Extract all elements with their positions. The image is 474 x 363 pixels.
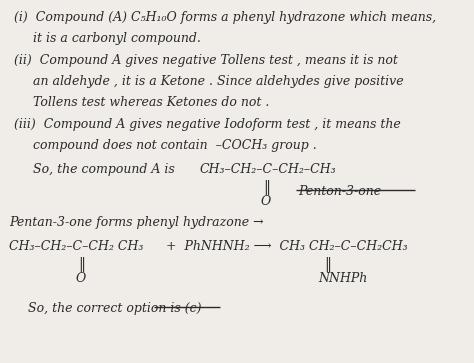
Text: Penton-3-one: Penton-3-one: [299, 185, 382, 198]
Text: CH₃–CH₂–C–CH₂–CH₃: CH₃–CH₂–C–CH₂–CH₃: [199, 163, 336, 176]
Text: (i)  Compound (A) C₅H₁₀O forms a phenyl hydrazone which means,: (i) Compound (A) C₅H₁₀O forms a phenyl h…: [14, 11, 437, 24]
Text: So, the compound A is: So, the compound A is: [33, 163, 175, 176]
Text: O: O: [260, 195, 271, 208]
Text: it is a carbonyl compound.: it is a carbonyl compound.: [33, 32, 201, 45]
Text: ‖: ‖: [325, 257, 332, 272]
Text: O: O: [75, 272, 86, 285]
Text: ‖: ‖: [78, 257, 85, 272]
Text: So, the correct option is (c): So, the correct option is (c): [28, 302, 202, 315]
Text: (iii)  Compound A gives negative Iodoform test , it means the: (iii) Compound A gives negative Iodoform…: [14, 118, 401, 131]
Text: NNHPh: NNHPh: [319, 272, 368, 285]
Text: ‖: ‖: [263, 180, 270, 195]
Text: compound does not contain  –COCH₃ group .: compound does not contain –COCH₃ group .: [33, 139, 317, 152]
Text: (ii)  Compound A gives negative Tollens test , means it is not: (ii) Compound A gives negative Tollens t…: [14, 54, 398, 67]
Text: CH₃–CH₂–C–CH₂ CH₃: CH₃–CH₂–C–CH₂ CH₃: [9, 240, 144, 253]
Text: Tollens test whereas Ketones do not .: Tollens test whereas Ketones do not .: [33, 96, 270, 109]
Text: an aldehyde , it is a Ketone . Since aldehydes give positive: an aldehyde , it is a Ketone . Since ald…: [33, 75, 404, 88]
Text: Pentan-3-one forms phenyl hydrazone →: Pentan-3-one forms phenyl hydrazone →: [9, 216, 264, 229]
Text: +  PhNHNH₂ ⟶  CH₃ CH₂–C–CH₂CH₃: + PhNHNH₂ ⟶ CH₃ CH₂–C–CH₂CH₃: [166, 240, 408, 253]
